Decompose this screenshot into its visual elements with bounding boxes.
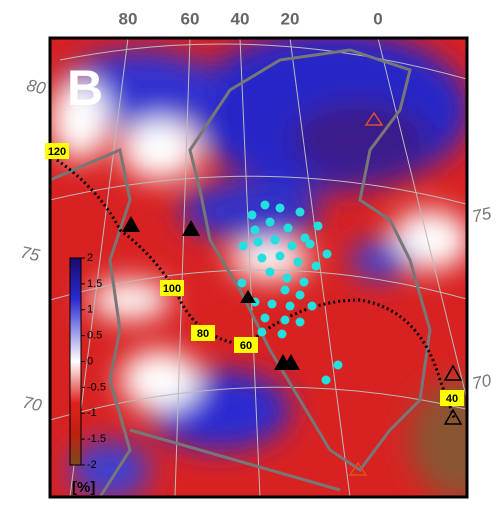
station bbox=[280, 285, 290, 295]
map-field bbox=[50, 38, 467, 497]
station bbox=[333, 360, 343, 370]
colorbar-unit: [%] bbox=[72, 479, 95, 496]
station bbox=[285, 301, 295, 311]
station bbox=[282, 273, 292, 283]
colorbar-tick-label: 1.5 bbox=[87, 278, 102, 290]
station bbox=[307, 301, 317, 311]
panel-label: B bbox=[67, 60, 103, 116]
station bbox=[265, 217, 275, 227]
longitude-label: 60 bbox=[181, 9, 200, 28]
station bbox=[322, 249, 332, 259]
station bbox=[295, 207, 305, 217]
station bbox=[238, 241, 248, 251]
station bbox=[300, 233, 310, 243]
station bbox=[257, 327, 267, 337]
profile-label: 120 bbox=[48, 146, 66, 158]
profile-label: 40 bbox=[446, 393, 458, 405]
colorbar-tick-label: -1 bbox=[87, 407, 97, 419]
profile-label-box bbox=[191, 325, 215, 341]
station bbox=[260, 200, 270, 210]
station bbox=[287, 241, 297, 251]
colorbar-tick-label: -0.5 bbox=[87, 381, 106, 393]
station bbox=[247, 210, 257, 220]
profile-label-box bbox=[234, 337, 258, 353]
profile-label-box bbox=[440, 390, 464, 406]
station bbox=[275, 203, 285, 213]
station bbox=[277, 329, 287, 339]
station bbox=[311, 261, 321, 271]
station bbox=[305, 239, 315, 249]
longitude-label: 0 bbox=[373, 9, 382, 28]
station bbox=[321, 375, 331, 385]
latitude-label: 75 bbox=[19, 243, 42, 266]
profile-label: 60 bbox=[240, 340, 252, 352]
colorbar-tick-label: 1 bbox=[87, 304, 93, 316]
colorbar-tick-label: -2 bbox=[87, 459, 97, 471]
profile-label: 100 bbox=[163, 283, 181, 295]
station bbox=[295, 317, 305, 327]
station bbox=[283, 223, 293, 233]
station bbox=[275, 251, 285, 261]
station bbox=[270, 235, 280, 245]
station bbox=[280, 315, 290, 325]
longitude-label: 20 bbox=[281, 9, 300, 28]
station bbox=[267, 299, 277, 309]
station bbox=[257, 253, 267, 263]
map-frame bbox=[48, 36, 469, 499]
station bbox=[293, 257, 303, 267]
colorbar-tick-label: 0 bbox=[87, 355, 93, 367]
profile-label-box bbox=[45, 143, 69, 159]
colorbar bbox=[69, 257, 82, 466]
station bbox=[313, 221, 323, 231]
latitude-label: 70 bbox=[471, 371, 494, 394]
colorbar-tick-label: 2 bbox=[87, 252, 93, 264]
station bbox=[250, 225, 260, 235]
latitude-label: 70 bbox=[21, 393, 44, 416]
longitude-label: 80 bbox=[119, 9, 138, 28]
station bbox=[253, 237, 263, 247]
latitude-label: 75 bbox=[471, 204, 494, 227]
station bbox=[299, 277, 309, 287]
station bbox=[260, 313, 270, 323]
station bbox=[265, 267, 275, 277]
profile-label-box bbox=[160, 280, 184, 296]
longitude-label: 40 bbox=[231, 9, 250, 28]
station bbox=[295, 290, 305, 300]
latitude-label: 80 bbox=[25, 76, 48, 99]
profile-label: 80 bbox=[197, 328, 209, 340]
colorbar-tick-label: 0.5 bbox=[87, 330, 102, 342]
station bbox=[237, 278, 247, 288]
colorbar-tick-label: -1.5 bbox=[87, 433, 106, 445]
